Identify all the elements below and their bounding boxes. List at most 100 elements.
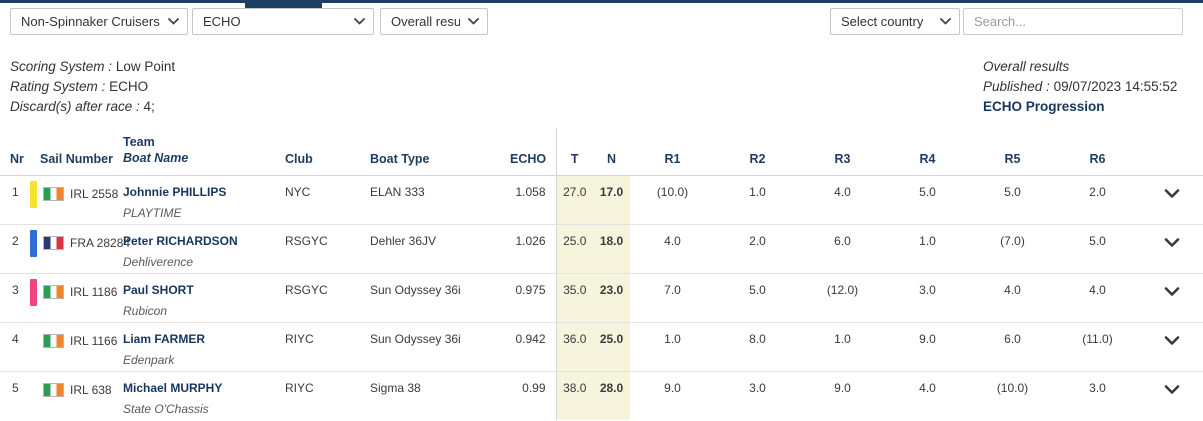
echo-progression-link[interactable]: ECHO Progression: [983, 99, 1105, 114]
expand-chevron-icon[interactable]: [1164, 237, 1180, 251]
rating-dropdown-value: ECHO: [203, 14, 241, 29]
echo-rating-cell: 0.99: [522, 380, 546, 395]
total-points-cell: 27.0: [555, 175, 593, 225]
race-5-cell: 5.0: [970, 175, 1055, 225]
expand-chevron-icon[interactable]: [1164, 188, 1180, 202]
header-expand: [1140, 128, 1203, 176]
net-points-cell: 17.0: [593, 175, 630, 225]
skipper-name[interactable]: Michael MURPHY: [123, 380, 223, 395]
class-dropdown[interactable]: Non-Spinnaker Cruisers 1: [10, 8, 188, 35]
top-nav-tab-indicator: [245, 0, 322, 9]
club-cell: RIYC: [285, 380, 314, 395]
boat-type-cell: Sigma 38: [370, 380, 421, 395]
net-points-cell: 23.0: [593, 273, 630, 323]
sail-wrap: IRL 2558: [30, 180, 123, 208]
top-navy-bar: [0, 0, 1203, 3]
race-6-cell: (11.0): [1055, 322, 1140, 372]
sail-cell: IRL 1186: [30, 273, 123, 323]
race-2-cell: 8.0: [715, 322, 800, 372]
race-4-cell: 5.0: [885, 175, 970, 225]
boat-name: Rubicon: [123, 303, 168, 318]
echo-rating-cell: 1.058: [510, 175, 556, 225]
class-color-bar: [30, 377, 37, 404]
echo-rating-cell: 0.975: [510, 273, 556, 323]
chevron-down-icon: [354, 18, 365, 25]
rank-cell: 3: [0, 273, 30, 323]
rank-cell: 5: [12, 380, 19, 395]
rating-system-value: ECHO: [109, 79, 149, 94]
race-4-cell: 4.0: [919, 380, 936, 395]
sail-wrap: IRL 1186: [30, 278, 123, 306]
rating-system-line: Rating System : ECHO: [10, 77, 175, 97]
race-5-cell: (7.0): [970, 224, 1055, 274]
expand-chevron-icon[interactable]: [1164, 286, 1180, 300]
country-flag-icon: [43, 334, 64, 348]
race-6-cell: 5.0: [1055, 224, 1140, 274]
race-6-cell: 2.0: [1055, 175, 1140, 225]
race-1-cell: 4.0: [630, 224, 715, 274]
team-cell: Michael MURPHY State O'Chassis: [123, 371, 285, 420]
country-flag-icon: [43, 383, 64, 397]
sail-wrap: FRA 28284: [30, 229, 130, 257]
publication-info: Overall results Published : 09/07/2023 1…: [983, 57, 1177, 117]
view-title: Overall results: [983, 59, 1070, 74]
race-1-cell: 9.0: [664, 380, 681, 395]
separator: :: [1042, 79, 1054, 94]
table-body: 1 IRL 2558 Johnnie PHILLIPS PLAYTIME NYC…: [0, 175, 1203, 420]
view-dropdown[interactable]: Overall results: [380, 8, 488, 35]
sail-cell: FRA 28284: [30, 224, 130, 274]
boat-type-cell: Sun Odyssey 36i: [370, 322, 510, 372]
skipper-name[interactable]: Peter RICHARDSON: [123, 233, 238, 248]
header-race-4: R4: [885, 128, 970, 176]
scoring-system-value: Low Point: [115, 59, 176, 74]
sail-cell: IRL 1166: [30, 322, 123, 372]
skipper-name[interactable]: Liam FARMER: [123, 331, 206, 346]
class-color-bar: [30, 278, 37, 306]
race-1-cell: (10.0): [630, 175, 715, 225]
result-row: 3 IRL 1186 Paul SHORT Rubicon RSGYC Sun …: [0, 273, 1203, 323]
rank-cell: 4: [0, 322, 30, 372]
race-2-cell: 2.0: [715, 224, 800, 274]
expand-cell: [1140, 273, 1203, 323]
published-line: Published : 09/07/2023 14:55:52: [983, 77, 1177, 97]
header-race-2: R2: [715, 128, 800, 176]
scoring-system-line: Scoring System : Low Point: [10, 57, 175, 77]
total-points-cell: 36.0: [555, 322, 593, 372]
total-points-cell: 35.0: [555, 273, 593, 323]
club-cell: RSGYC: [285, 273, 370, 323]
skipper-name[interactable]: Paul SHORT: [123, 282, 194, 297]
class-color-bar: [30, 229, 37, 257]
team-cell: Paul SHORT Rubicon: [123, 273, 285, 323]
sail-number: IRL 1186: [70, 285, 118, 299]
separator: :: [97, 79, 110, 94]
header-total: T: [555, 128, 593, 176]
view-dropdown-value: Overall results: [391, 14, 460, 29]
skipper-name[interactable]: Johnnie PHILLIPS: [123, 184, 227, 199]
club-cell: RSGYC: [285, 224, 370, 274]
total-points-cell: 38.0: [555, 371, 593, 420]
country-dropdown[interactable]: Select country: [830, 8, 960, 35]
result-row: 1 IRL 2558 Johnnie PHILLIPS PLAYTIME NYC…: [0, 175, 1203, 225]
boat-type-cell: Sun Odyssey 36i: [370, 273, 510, 323]
expand-cell: [1140, 224, 1203, 274]
discard-value: 4;: [143, 99, 155, 114]
race-6-cell: 4.0: [1055, 273, 1140, 323]
header-race-5: R5: [970, 128, 1055, 176]
expand-chevron-icon[interactable]: [1164, 384, 1180, 398]
discard-line: Discard(s) after race : 4;: [10, 97, 175, 117]
search-input[interactable]: [963, 8, 1183, 35]
race-6-cell: 3.0: [1089, 380, 1106, 395]
header-echo: ECHO: [510, 128, 556, 176]
club-cell: NYC: [285, 175, 370, 225]
class-color-bar: [30, 328, 37, 355]
expand-chevron-icon[interactable]: [1164, 335, 1180, 349]
net-points-cell: 18.0: [593, 224, 630, 274]
rating-dropdown[interactable]: ECHO: [192, 8, 374, 35]
rating-system-label: Rating System: [10, 79, 98, 94]
race-1-cell: 7.0: [630, 273, 715, 323]
expand-cell: [1140, 371, 1203, 420]
rank-cell: 1: [0, 175, 30, 225]
scoring-system-label: Scoring System: [10, 59, 105, 74]
boat-name: Dehliverence: [123, 254, 194, 269]
